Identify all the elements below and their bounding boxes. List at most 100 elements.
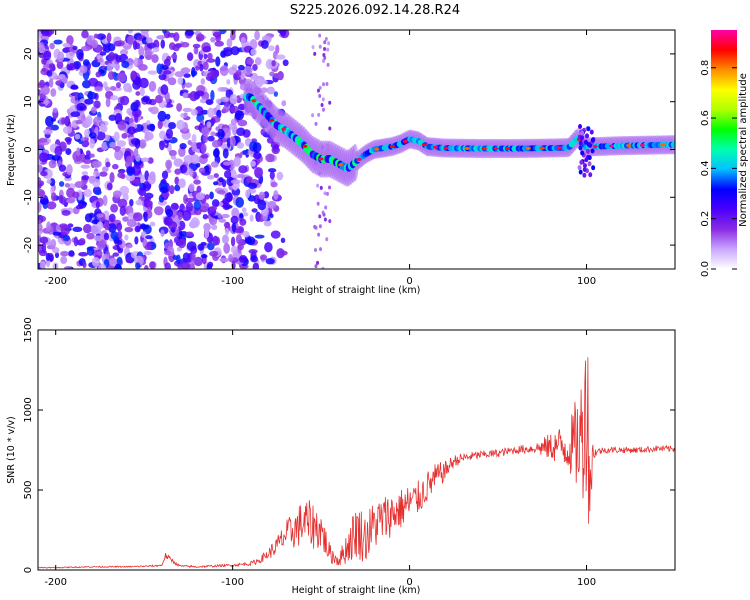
noise-blob bbox=[209, 206, 218, 211]
noise-blob bbox=[135, 91, 141, 96]
noise-blob bbox=[209, 250, 219, 257]
noise-blob bbox=[202, 134, 209, 143]
noise-blob bbox=[93, 116, 103, 126]
noise-speckle bbox=[316, 260, 320, 265]
noise-blob bbox=[91, 160, 102, 168]
noise-blob bbox=[40, 171, 48, 177]
noise-blob bbox=[49, 254, 54, 262]
noise-blob bbox=[147, 70, 158, 75]
noise-blob bbox=[210, 131, 216, 137]
noise-blob bbox=[147, 173, 156, 185]
noise-speckle bbox=[328, 219, 332, 224]
noise-blob bbox=[139, 55, 145, 60]
noise-blob bbox=[78, 237, 86, 245]
noise-blob bbox=[200, 254, 208, 259]
noise-blob bbox=[139, 87, 145, 97]
noise-blob bbox=[183, 112, 188, 118]
noise-blob bbox=[68, 250, 75, 257]
noise-blob bbox=[165, 113, 171, 120]
noise-blob bbox=[230, 179, 241, 185]
noise-speckle bbox=[316, 183, 320, 188]
noise-blob bbox=[182, 107, 193, 113]
noise-speckle bbox=[321, 266, 325, 269]
noise-blob bbox=[269, 213, 274, 219]
noise-blob bbox=[65, 148, 72, 156]
noise-blob bbox=[160, 84, 169, 95]
ridge-peak bbox=[443, 146, 449, 150]
noise-blob bbox=[161, 170, 169, 180]
noise-blob bbox=[82, 261, 87, 269]
noise-blob bbox=[190, 217, 200, 228]
noise-blob bbox=[84, 98, 94, 105]
noise-blob bbox=[145, 120, 151, 125]
noise-blob bbox=[108, 114, 117, 121]
noise-blob bbox=[230, 46, 240, 56]
noise-blob bbox=[203, 53, 208, 60]
noise-blob bbox=[109, 141, 117, 148]
noise-blob bbox=[43, 50, 52, 61]
snr-frame bbox=[37, 329, 676, 571]
noise-blob bbox=[236, 141, 245, 149]
noise-blob bbox=[58, 194, 64, 204]
noise-blob bbox=[165, 208, 173, 218]
noise-speckle bbox=[311, 45, 315, 50]
noise-blob bbox=[270, 181, 278, 188]
noise-blob bbox=[162, 30, 167, 34]
noise-blob bbox=[134, 138, 141, 149]
noise-blob bbox=[117, 239, 123, 245]
noise-blob bbox=[61, 210, 71, 216]
noise-blob bbox=[273, 91, 279, 97]
noise-blob bbox=[216, 109, 222, 119]
noise-blob bbox=[124, 226, 134, 233]
noise-blob bbox=[50, 88, 57, 97]
noise-blob bbox=[266, 86, 276, 95]
noise-blob bbox=[146, 241, 152, 247]
noise-speckle bbox=[318, 44, 322, 49]
noise-blob bbox=[226, 38, 233, 48]
snr-x-ticks: -200 -100 0 100 bbox=[44, 330, 596, 588]
noise-blob bbox=[231, 222, 237, 233]
noise-blob bbox=[138, 187, 147, 197]
noise-speckle bbox=[326, 62, 330, 67]
noise-blob bbox=[207, 242, 215, 251]
noise-blob bbox=[253, 151, 262, 160]
noise-blob bbox=[238, 165, 248, 174]
noise-speckle bbox=[317, 112, 321, 117]
noise-blob bbox=[73, 236, 79, 247]
noise-blob bbox=[145, 37, 153, 44]
noise-blob bbox=[83, 158, 92, 164]
noise-blob bbox=[185, 197, 195, 203]
noise-blob bbox=[124, 116, 131, 123]
ridge-peak bbox=[281, 127, 287, 131]
ridge-peak bbox=[338, 163, 344, 167]
disturbance-cell bbox=[580, 150, 585, 156]
noise-blob bbox=[206, 58, 216, 63]
ridge-peak bbox=[356, 157, 362, 162]
noise-blob bbox=[76, 48, 84, 60]
noise-blob bbox=[85, 150, 91, 156]
noise-blob bbox=[163, 58, 171, 67]
noise-blob bbox=[179, 164, 188, 174]
noise-blob bbox=[83, 223, 92, 234]
noise-blob bbox=[156, 63, 163, 75]
ridge-peak bbox=[432, 145, 438, 149]
noise-blob bbox=[218, 218, 227, 223]
noise-speckle bbox=[314, 248, 318, 253]
noise-blob bbox=[240, 37, 246, 44]
noise-blob bbox=[207, 135, 215, 142]
noise-blob bbox=[62, 235, 71, 242]
noise-blob bbox=[126, 219, 137, 228]
noise-blob bbox=[131, 164, 141, 176]
noise-blob bbox=[215, 98, 222, 104]
noise-blob bbox=[109, 257, 117, 267]
noise-speckle bbox=[322, 82, 326, 87]
noise-speckle bbox=[314, 225, 318, 230]
y-tick-label: 1000 bbox=[23, 397, 34, 422]
noise-blob bbox=[200, 143, 207, 154]
noise-blob bbox=[111, 163, 119, 170]
noise-blob bbox=[269, 171, 275, 180]
noise-blob bbox=[106, 32, 112, 43]
noise-blob bbox=[207, 261, 214, 268]
noise-blob bbox=[202, 213, 209, 220]
noise-blob bbox=[84, 128, 91, 139]
